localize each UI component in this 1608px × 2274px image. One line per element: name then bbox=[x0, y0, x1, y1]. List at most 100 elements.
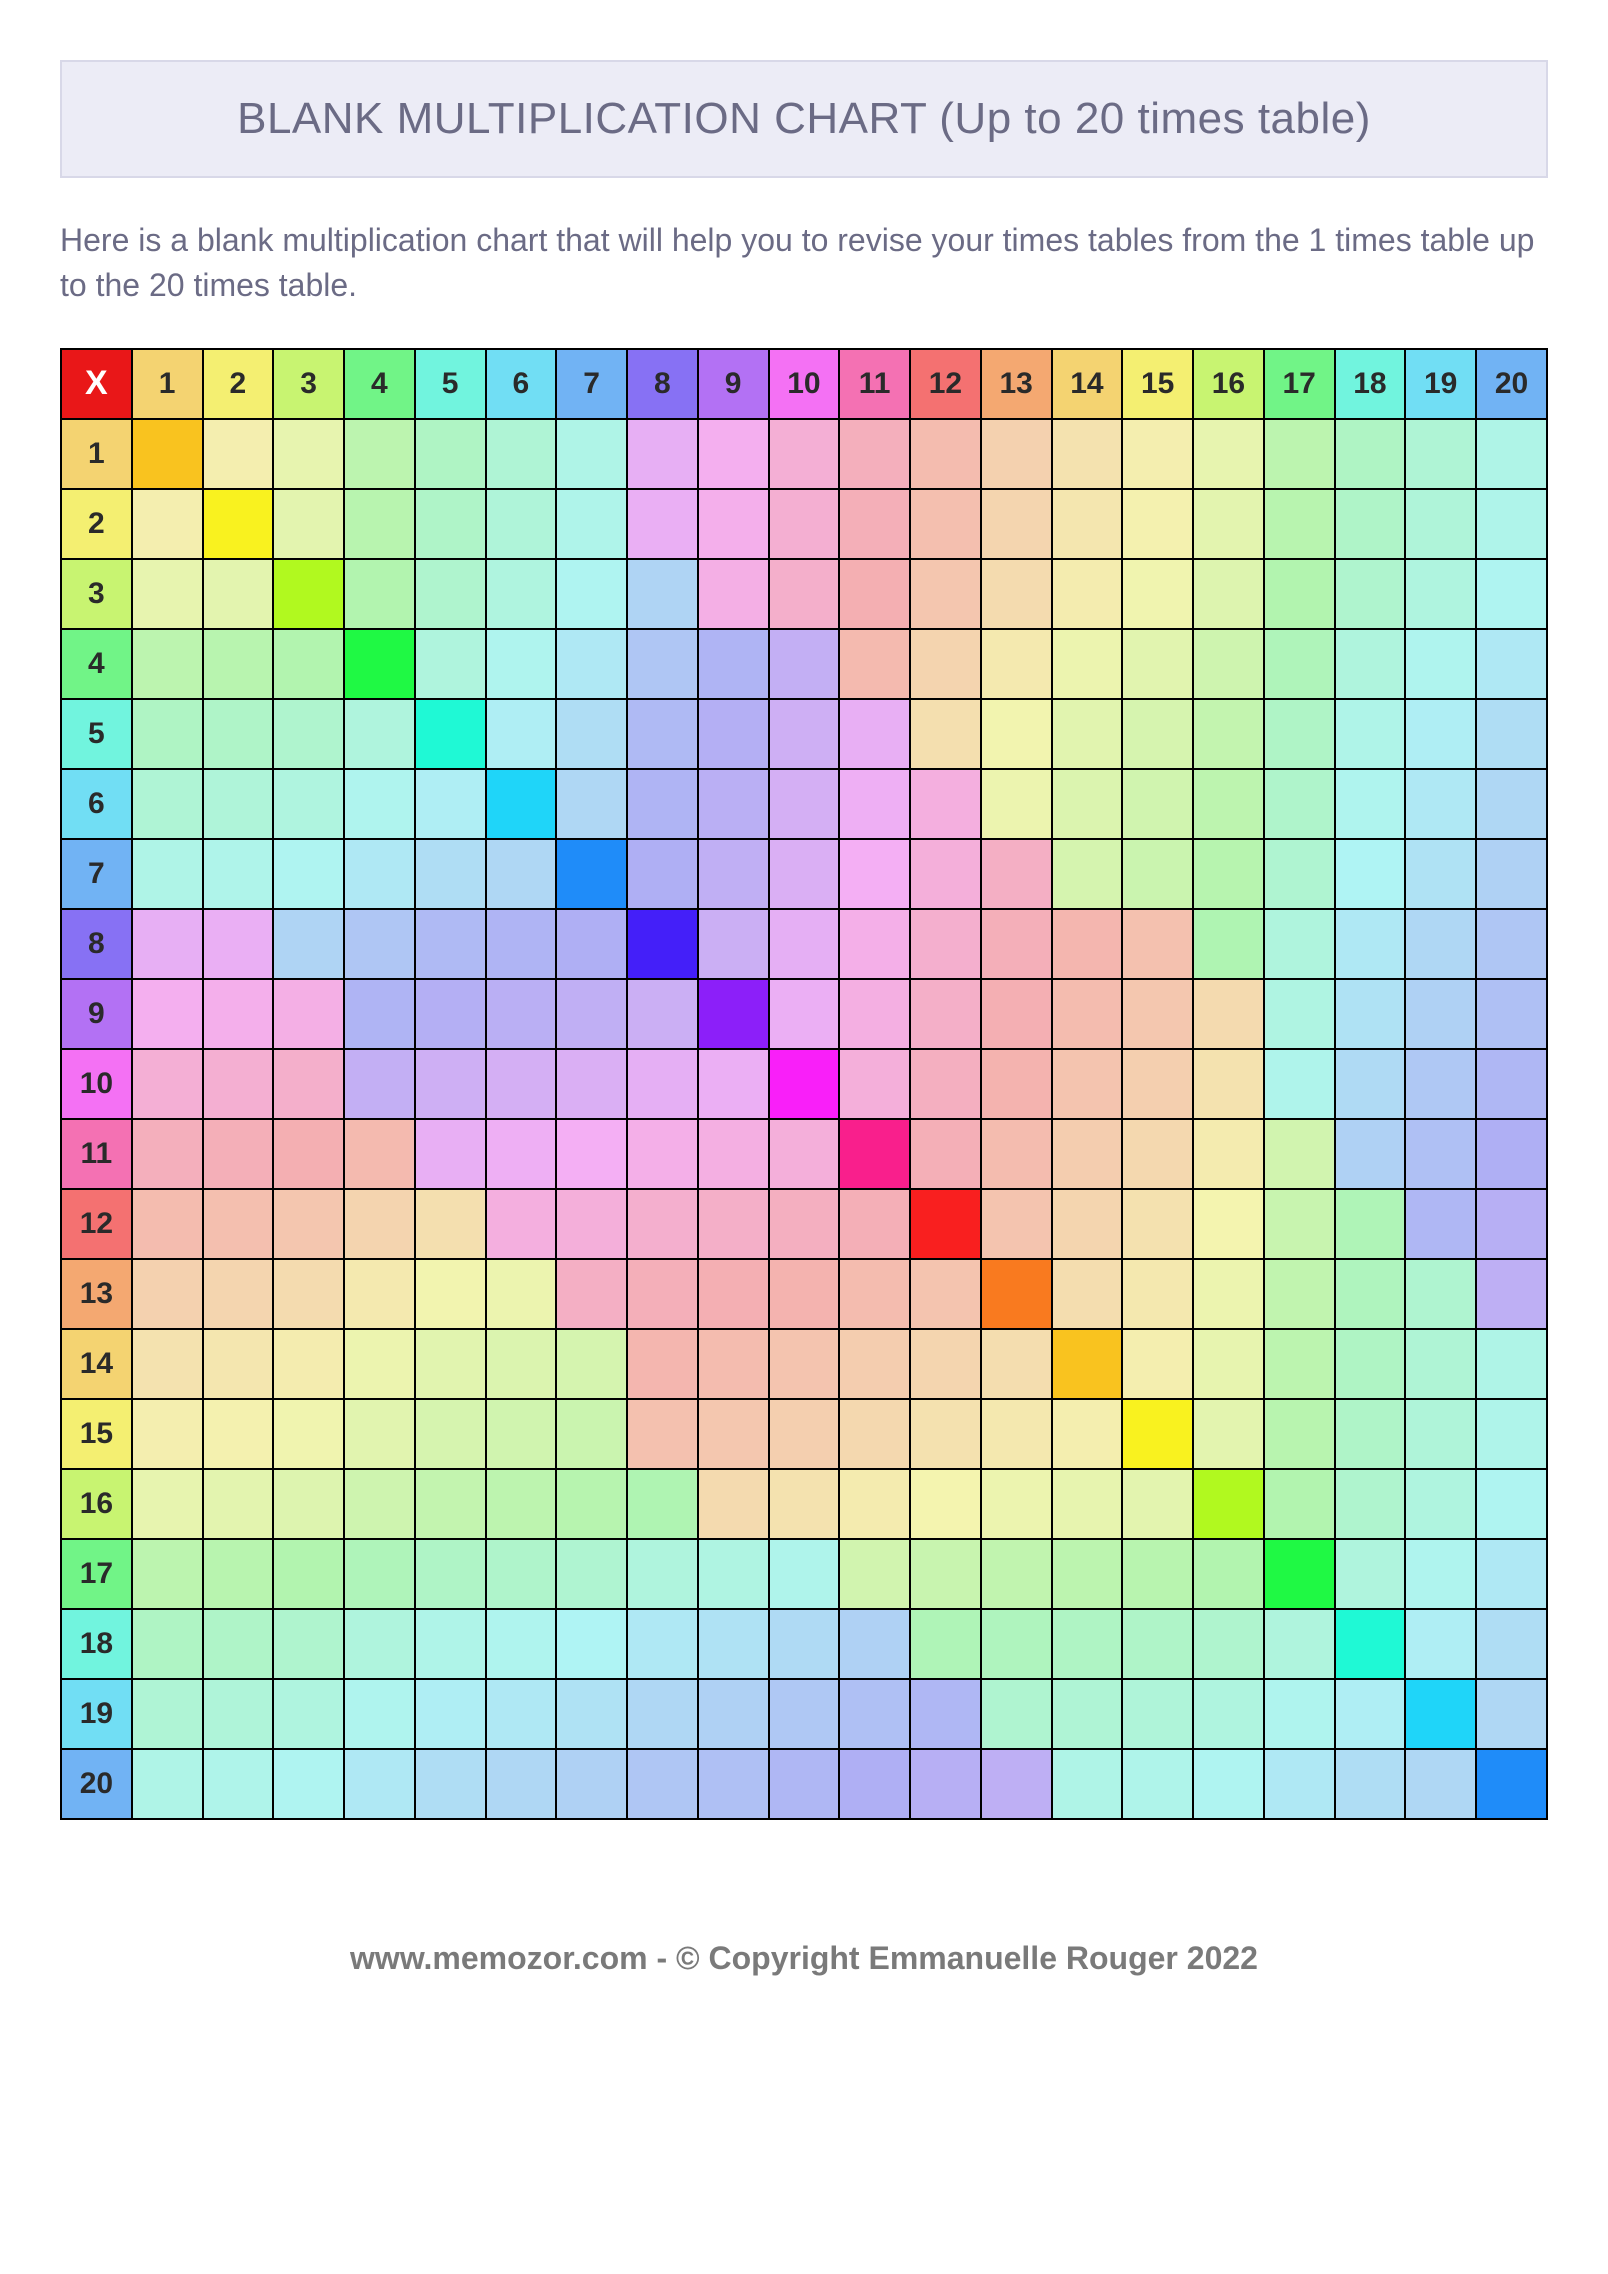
grid-cell bbox=[981, 839, 1052, 909]
grid-cell bbox=[273, 769, 344, 839]
row-header: 9 bbox=[61, 979, 132, 1049]
grid-cell bbox=[839, 1119, 910, 1189]
grid-cell bbox=[769, 1119, 840, 1189]
grid-cell bbox=[627, 909, 698, 979]
grid-cell bbox=[203, 1329, 274, 1399]
grid-cell bbox=[1122, 1539, 1193, 1609]
grid-cell bbox=[273, 1469, 344, 1539]
grid-cell bbox=[132, 559, 203, 629]
grid-cell bbox=[344, 1749, 415, 1819]
grid-cell bbox=[627, 1679, 698, 1749]
grid-cell bbox=[1405, 979, 1476, 1049]
grid-cell bbox=[556, 1609, 627, 1679]
grid-cell bbox=[415, 1469, 486, 1539]
grid-cell bbox=[1405, 839, 1476, 909]
grid-cell bbox=[910, 1539, 981, 1609]
grid-cell bbox=[486, 489, 557, 559]
grid-cell bbox=[981, 629, 1052, 699]
grid-cell bbox=[415, 1049, 486, 1119]
grid-cell bbox=[910, 489, 981, 559]
grid-cell bbox=[344, 1539, 415, 1609]
grid-cell bbox=[1405, 1119, 1476, 1189]
grid-cell bbox=[1264, 489, 1335, 559]
grid-cell bbox=[1264, 839, 1335, 909]
grid-cell bbox=[698, 1049, 769, 1119]
grid-cell bbox=[1264, 419, 1335, 489]
grid-cell bbox=[839, 1609, 910, 1679]
row-header: 15 bbox=[61, 1399, 132, 1469]
grid-cell bbox=[1264, 1049, 1335, 1119]
grid-cell bbox=[132, 1609, 203, 1679]
grid-cell bbox=[132, 1189, 203, 1259]
grid-cell bbox=[1405, 1259, 1476, 1329]
grid-cell bbox=[1335, 1119, 1406, 1189]
grid-cell bbox=[486, 1679, 557, 1749]
grid-cell bbox=[556, 769, 627, 839]
grid-cell bbox=[981, 979, 1052, 1049]
grid-cell bbox=[627, 699, 698, 769]
grid-cell bbox=[1405, 1329, 1476, 1399]
grid-cell bbox=[415, 559, 486, 629]
column-header: 12 bbox=[910, 349, 981, 419]
grid-cell bbox=[627, 1119, 698, 1189]
grid-cell bbox=[132, 839, 203, 909]
grid-cell bbox=[415, 979, 486, 1049]
grid-cell bbox=[1405, 629, 1476, 699]
grid-cell bbox=[1122, 489, 1193, 559]
grid-cell bbox=[556, 909, 627, 979]
grid-cell bbox=[1122, 1399, 1193, 1469]
grid-cell bbox=[1476, 979, 1547, 1049]
grid-cell bbox=[910, 1469, 981, 1539]
row-header: 7 bbox=[61, 839, 132, 909]
grid-cell bbox=[627, 489, 698, 559]
grid-cell bbox=[132, 1539, 203, 1609]
grid-cell bbox=[344, 1119, 415, 1189]
grid-cell bbox=[698, 699, 769, 769]
grid-cell bbox=[486, 1049, 557, 1119]
grid-cell bbox=[344, 909, 415, 979]
grid-cell bbox=[486, 1189, 557, 1259]
column-header: 16 bbox=[1193, 349, 1264, 419]
grid-cell bbox=[1264, 1329, 1335, 1399]
grid-cell bbox=[839, 909, 910, 979]
grid-cell bbox=[769, 1609, 840, 1679]
grid-cell bbox=[1122, 1609, 1193, 1679]
grid-cell bbox=[1476, 1609, 1547, 1679]
grid-cell bbox=[627, 839, 698, 909]
grid-cell bbox=[1193, 489, 1264, 559]
grid-cell bbox=[1122, 1119, 1193, 1189]
grid-cell bbox=[415, 1539, 486, 1609]
grid-cell bbox=[1122, 1189, 1193, 1259]
grid-cell bbox=[1335, 1539, 1406, 1609]
grid-cell bbox=[486, 769, 557, 839]
row-header: 14 bbox=[61, 1329, 132, 1399]
grid-cell bbox=[698, 1329, 769, 1399]
grid-cell bbox=[132, 769, 203, 839]
grid-cell bbox=[1052, 1049, 1123, 1119]
grid-cell bbox=[556, 1119, 627, 1189]
grid-cell bbox=[698, 419, 769, 489]
row-header: 11 bbox=[61, 1119, 132, 1189]
grid-cell bbox=[1193, 1049, 1264, 1119]
row-header: 1 bbox=[61, 419, 132, 489]
grid-cell bbox=[1052, 769, 1123, 839]
grid-cell bbox=[698, 769, 769, 839]
grid-cell bbox=[273, 979, 344, 1049]
grid-cell bbox=[981, 489, 1052, 559]
grid-cell bbox=[981, 1329, 1052, 1399]
grid-cell bbox=[769, 1189, 840, 1259]
grid-cell bbox=[344, 559, 415, 629]
grid-cell bbox=[1122, 909, 1193, 979]
grid-cell bbox=[1405, 1049, 1476, 1119]
grid-cell bbox=[910, 1749, 981, 1819]
grid-cell bbox=[1193, 1679, 1264, 1749]
grid-cell bbox=[839, 839, 910, 909]
grid-cell bbox=[1335, 1609, 1406, 1679]
grid-cell bbox=[1405, 769, 1476, 839]
subtitle-text: Here is a blank multiplication chart tha… bbox=[60, 218, 1548, 308]
grid-cell bbox=[698, 1469, 769, 1539]
grid-cell bbox=[273, 699, 344, 769]
grid-cell bbox=[769, 1329, 840, 1399]
grid-cell bbox=[1264, 1539, 1335, 1609]
grid-cell bbox=[415, 1679, 486, 1749]
